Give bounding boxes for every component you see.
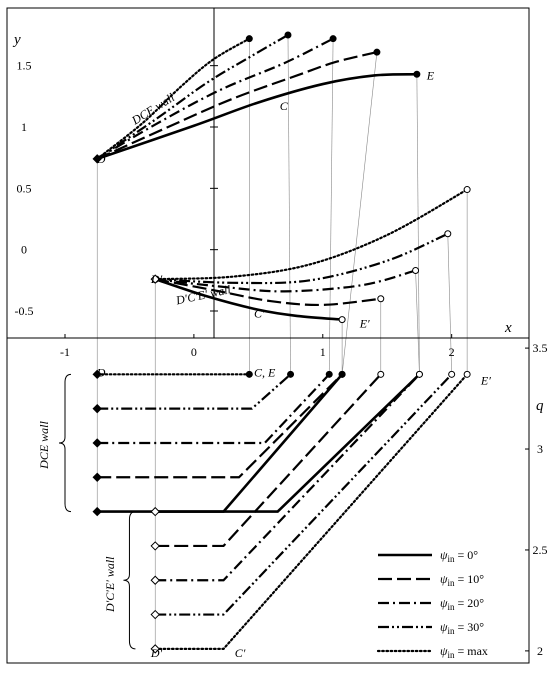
lower-dpce-curve-0: [155, 373, 344, 513]
upper-dpce-end-circle-0: [338, 316, 346, 324]
x-tick-label: -1: [60, 345, 70, 359]
upper-D-diamond: [92, 154, 102, 164]
lower-dpce-curve-4: [154, 373, 469, 650]
legend-label-0: ψin = 0°: [440, 548, 478, 564]
lower-dce-end-dot-3: [287, 370, 295, 378]
y-axis-label: y: [12, 32, 21, 48]
q-axis-label: q: [536, 398, 544, 414]
upper-dce-end-dot-2: [329, 35, 337, 43]
q-tick-label: 3: [537, 442, 543, 456]
upper-point-label-2: E: [426, 68, 435, 82]
lower-dpce-start-diamond-0: [150, 506, 160, 517]
lower-dce-end-dot-1: [338, 370, 346, 378]
guide-line-3-0: [287, 34, 291, 375]
upper-dpce-end-circle-2: [412, 267, 420, 275]
x-axis-label: x: [504, 320, 512, 336]
upper-dpce-curve-0: [154, 277, 343, 321]
guide-line-3-1: [447, 233, 452, 375]
lower-dce-curve-1: [97, 373, 343, 479]
lower-point-label-2: D′: [150, 646, 163, 660]
lower-dpce-start-diamond-2: [150, 575, 160, 585]
lower-dpce-curve-1: [155, 373, 382, 548]
upper-dpce-end-circle-4: [463, 186, 471, 194]
q-tick-label: 2: [537, 644, 543, 658]
lower-wall-label-1: D′C′E′ wall: [103, 556, 117, 613]
curves: [96, 34, 469, 650]
lower-point-label-3: C′: [235, 646, 246, 660]
upper-point-label-4: C′: [254, 306, 265, 320]
lower-dce-start-diamond-2: [92, 438, 102, 448]
q-tick-label: 3.5: [533, 341, 548, 355]
guide-line-2-1: [415, 270, 420, 375]
lower-wall-label-0: DCE wall: [37, 420, 51, 469]
y-tick-label: 1: [21, 120, 27, 134]
upper-dpce-end-circle-1: [377, 295, 385, 303]
x-tick-label: 1: [320, 345, 326, 359]
lower-dpce-end-circle-4: [463, 370, 471, 378]
guide-line-0-0: [416, 74, 420, 375]
guide-line-2-0: [328, 38, 334, 375]
lower-dce-end-dot-2: [325, 370, 333, 378]
lower-dce-curve-3: [97, 373, 292, 410]
lower-dce-start-diamond-1: [92, 472, 102, 482]
legend-label-2: ψin = 20°: [440, 596, 484, 612]
lower-dpce-curve-3: [155, 373, 453, 616]
upper-dce-end-dot-0: [413, 70, 421, 78]
upper-dce-curve-3: [96, 34, 289, 160]
lower-dpce-end-circle-3: [448, 370, 456, 378]
upper-dpce-curve-2: [155, 269, 416, 293]
upper-dpce-end-circle-3: [444, 230, 452, 238]
upper-dce-curve-1: [96, 51, 378, 160]
lower-point-label-4: E′: [480, 373, 491, 387]
lower-dce-start-diamond-0: [92, 506, 102, 517]
upper-dce-end-dot-1: [373, 48, 381, 56]
x-tick-label: 0: [191, 345, 197, 359]
upper-wall-label-1: D′C′E′ wall: [174, 282, 233, 308]
upper-dpce-curve-1: [155, 278, 381, 307]
lower-dpce-end-circle-1: [377, 370, 385, 378]
upper-wall-label-0: DCE wall: [128, 90, 177, 128]
guide-line-1-0: [341, 52, 378, 375]
legend-label-1: ψin = 10°: [440, 572, 484, 588]
lower-dpce-end-circle-2: [415, 370, 423, 378]
legend: ψin = 0° ψin = 10° ψin = 20° ψin = 30° ψin =…: [376, 548, 488, 660]
plot-frame: [6, 7, 530, 664]
lower-dce-start-diamond-4: [92, 369, 102, 380]
y-tick-label: 1.5: [17, 59, 32, 73]
lower-dpce-start-diamond-3: [150, 609, 160, 620]
lower-dpce-start-diamond-4: [150, 644, 160, 654]
upper-dce-curve-0: [96, 72, 417, 161]
y-tick-label: 0.5: [17, 181, 32, 195]
upper-dpce-curve-4: [154, 188, 469, 281]
upper-dce-end-dot-4: [245, 35, 253, 43]
upper-point-label-5: E′: [359, 316, 370, 330]
brace-dpce: [123, 511, 136, 650]
lower-dce-start-diamond-3: [92, 403, 102, 414]
lower-dpce-start-diamond-1: [150, 541, 160, 551]
q-tick-label: 2.5: [533, 543, 548, 557]
lower-point-label-1: C, E: [254, 365, 276, 379]
upper-point-label-0: D: [96, 152, 106, 166]
legend-label-4: ψin = max: [440, 644, 488, 660]
upper-Dp-diamond: [150, 274, 160, 284]
upper-point-label-1: C: [280, 99, 289, 113]
lower-point-label-0: D: [96, 365, 106, 379]
y-tick-label: 0: [21, 243, 27, 257]
legend-label-3: ψin = 30°: [440, 620, 484, 636]
upper-point-label-3: D′: [150, 272, 163, 286]
upper-dce-end-dot-3: [284, 31, 292, 39]
x-tick-label: 2: [449, 345, 455, 359]
lower-dpce-curve-2: [155, 373, 421, 582]
markers: [58, 31, 471, 654]
y-tick-label: -0.5: [15, 304, 34, 318]
upper-dce-curve-2: [96, 37, 334, 160]
upper-dce-curve-4: [96, 37, 251, 160]
guide-lines: [96, 34, 468, 649]
upper-dpce-curve-3: [155, 232, 449, 285]
lower-dce-end-dot-4: [245, 370, 253, 378]
brace-dce: [58, 373, 72, 513]
